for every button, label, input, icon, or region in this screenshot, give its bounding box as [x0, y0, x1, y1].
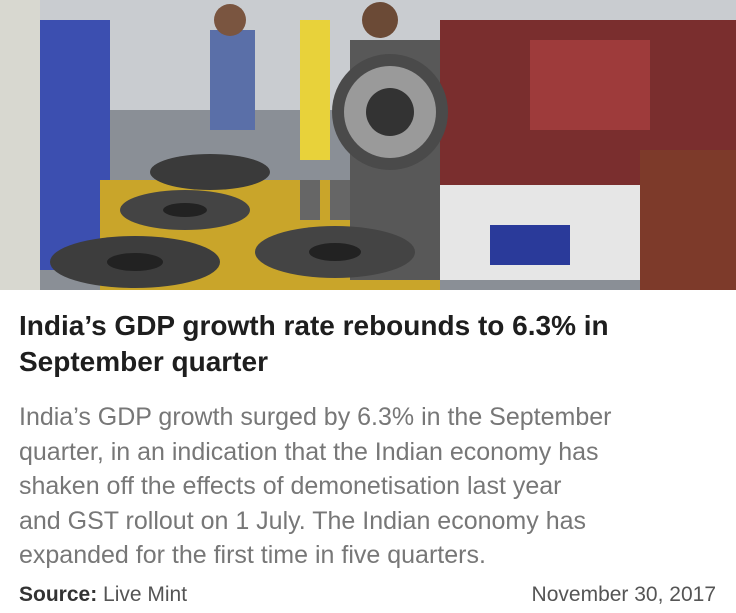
summary: India’s GDP growth surged by 6.3% in the…	[19, 400, 611, 573]
summary-line: shaken off the effects of demonetisation…	[19, 472, 562, 500]
summary-line: and GST rollout on 1 July. The Indian ec…	[19, 506, 587, 535]
date: November 30, 2017	[531, 583, 716, 606]
headline-line: India’s GDP growth rate rebounds to 6.3%…	[19, 310, 609, 341]
summary-line: quarter, in an indication that the India…	[19, 437, 599, 466]
source: Source: Live Mint	[19, 583, 187, 607]
summary-line: expanded for the first time in five quar…	[19, 541, 486, 569]
article-photo	[0, 0, 736, 290]
source-name: Live Mint	[103, 583, 188, 606]
headline-line: September quarter	[19, 346, 268, 377]
summary-line: India’s GDP growth surged by 6.3% in the…	[19, 403, 612, 431]
source-label: Source:	[19, 583, 98, 606]
headline: India’s GDP growth rate rebounds to 6.3%…	[19, 308, 609, 380]
